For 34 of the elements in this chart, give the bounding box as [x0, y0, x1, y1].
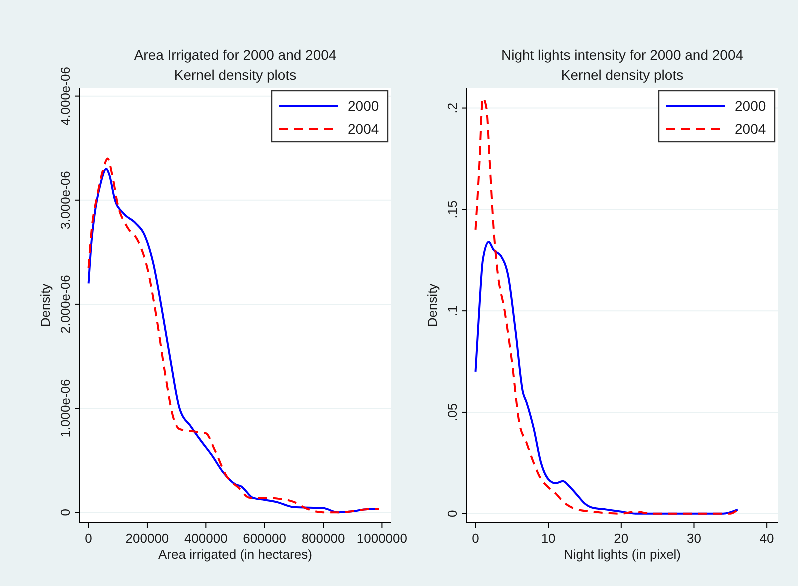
chart-title: Area Irrigated for 2000 and 2004: [134, 47, 337, 63]
y-axis-title: Density: [38, 283, 53, 328]
x-axis-title: Area irrigated (in hectares): [158, 547, 312, 562]
x-tick-label: 30: [687, 531, 702, 546]
x-tick-label: 200000: [126, 531, 170, 546]
x-tick-label: 600000: [243, 531, 287, 546]
x-tick-label: 0: [85, 531, 92, 546]
line-series: [474, 241, 739, 515]
y-tick-label: .15: [445, 200, 460, 219]
legend-label: 2004: [348, 121, 380, 137]
chart-title: Night lights intensity for 2000 and 2004: [501, 47, 744, 63]
chart-subtitle: Kernel density plots: [174, 67, 297, 83]
y-tick-label: .2: [445, 102, 460, 114]
y-tick-label: 0: [445, 510, 460, 518]
x-tick-label: 400000: [184, 531, 228, 546]
x-axis-title: Night lights (in pixel): [564, 547, 682, 562]
y-tick-label: 0: [58, 508, 73, 516]
legend-label: 2000: [735, 98, 766, 114]
y-tick-label: .1: [445, 306, 460, 316]
chart-subtitle: Kernel density plots: [561, 67, 684, 83]
x-tick-label: 20: [614, 531, 629, 546]
y-axis-title: Density: [425, 283, 440, 328]
legend-label: 2000: [348, 98, 380, 114]
y-tick-label: 1.000e-06: [58, 379, 73, 438]
y-tick-label: 4.000e-06: [58, 67, 73, 126]
y-tick-label: 3.000e-06: [58, 171, 73, 230]
x-tick-label: 10: [541, 531, 556, 546]
x-tick-label: 800000: [302, 531, 346, 546]
x-tick-label: 1000000: [356, 531, 408, 546]
x-tick-label: 0: [472, 531, 480, 546]
y-tick-label: .05: [445, 403, 460, 422]
legend-label: 2004: [735, 121, 766, 137]
y-tick-label: 2.000e-06: [58, 275, 73, 334]
x-tick-label: 40: [760, 531, 774, 546]
